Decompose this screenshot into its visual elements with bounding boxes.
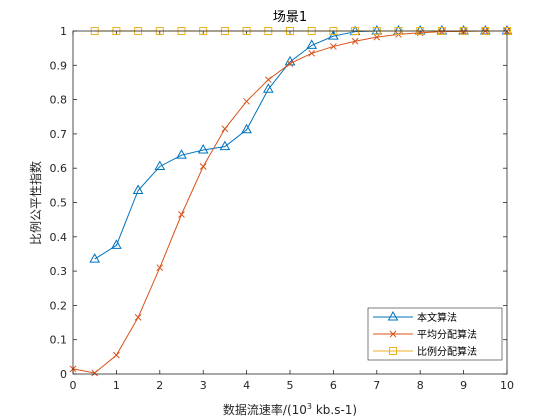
y-tick-label: 0.9 xyxy=(50,59,68,72)
y-tick-label: 0.2 xyxy=(50,299,68,312)
data-point xyxy=(113,351,120,359)
x-axis-label-main: 数据流速率/(10 xyxy=(223,402,307,417)
data-point xyxy=(178,211,185,218)
data-point xyxy=(219,140,231,151)
data-point xyxy=(197,144,209,154)
y-tick-label: 0.7 xyxy=(50,128,68,141)
legend-item: 平均分配算法 xyxy=(373,328,477,341)
data-point xyxy=(91,369,99,377)
y-tick-label: 0.6 xyxy=(50,162,68,175)
y-axis-label: 比例公平性指数 xyxy=(28,161,43,245)
data-point xyxy=(262,83,274,93)
data-point xyxy=(241,123,252,134)
data-point xyxy=(438,28,446,36)
legend-label: 比例分配算法 xyxy=(417,345,477,358)
x-tick-label: 1 xyxy=(113,379,120,392)
x-axis-label: 数据流速率/(103 kb.s-1) xyxy=(223,402,357,417)
tick-labels: 0 1 2 3 4 5 6 7 8 9 10 0 0.1 0.2 0.3 0.4 0.5 0.6 0.7 0.8 0.9… xyxy=(50,25,515,392)
data-point xyxy=(330,43,337,50)
y-tick-label: 1 xyxy=(60,25,67,38)
x-tick-label: 10 xyxy=(500,379,514,392)
x-axis-label-tail: kb.s-1) xyxy=(312,403,357,417)
axes-box xyxy=(72,30,508,375)
data-point xyxy=(154,160,166,170)
data-point xyxy=(89,253,101,263)
legend-swatch-marker xyxy=(387,310,399,321)
data-point xyxy=(351,37,359,45)
data-point xyxy=(243,97,250,105)
y-tick-label: 0.3 xyxy=(50,265,68,278)
x-tick-label: 5 xyxy=(287,379,294,392)
data-point xyxy=(328,30,339,40)
legend-label: 平均分配算法 xyxy=(417,328,477,341)
x-axis-label-superscript: 3 xyxy=(307,402,312,411)
legend-label: 本文算法 xyxy=(417,311,457,324)
y-tick-label: 0.8 xyxy=(50,94,68,107)
x-tick-label: 6 xyxy=(330,379,337,392)
data-point xyxy=(373,33,381,41)
legend-item: 比例分配算法 xyxy=(373,345,477,358)
data-point xyxy=(199,163,207,170)
x-tick-label: 8 xyxy=(417,379,424,392)
data-point xyxy=(156,264,164,272)
data-point xyxy=(111,239,122,249)
y-tick-label: 0.4 xyxy=(50,231,68,244)
y-tick-label: 0.1 xyxy=(50,334,68,347)
y-tick-label: 0.5 xyxy=(50,197,68,210)
data-point xyxy=(221,125,229,133)
data-point xyxy=(306,39,318,49)
x-tick-label: 4 xyxy=(243,379,250,392)
data-point xyxy=(134,314,142,321)
data-point xyxy=(176,149,187,159)
data-point xyxy=(286,60,294,67)
x-tick-label: 9 xyxy=(460,379,467,392)
x-tick-label: 2 xyxy=(156,379,163,392)
legend-item: 本文算法 xyxy=(373,310,457,324)
series-2 xyxy=(69,27,511,377)
y-tick-label: 0 xyxy=(60,368,67,381)
chart-title: 场景1 xyxy=(273,10,307,25)
x-tick-label: 7 xyxy=(373,379,380,392)
data-point xyxy=(132,184,144,194)
data-point xyxy=(308,49,316,57)
x-tick-label: 0 xyxy=(70,379,77,392)
legend-swatch-marker xyxy=(389,330,397,338)
data-point xyxy=(264,76,272,84)
x-tick-label: 3 xyxy=(200,379,207,392)
legend-swatch-marker xyxy=(389,347,397,355)
